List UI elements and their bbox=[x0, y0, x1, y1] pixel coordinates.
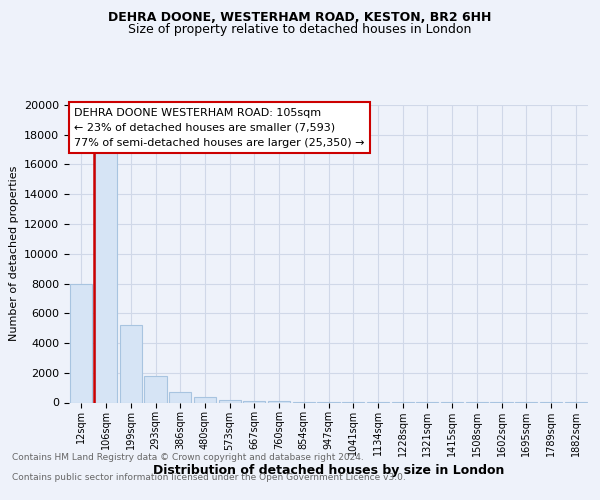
Bar bbox=[243, 400, 265, 402]
Bar bbox=[268, 401, 290, 402]
Bar bbox=[218, 400, 241, 402]
Bar bbox=[145, 376, 167, 402]
Text: Contains public sector information licensed under the Open Government Licence v3: Contains public sector information licen… bbox=[12, 472, 406, 482]
Bar bbox=[169, 392, 191, 402]
Text: DEHRA DOONE WESTERHAM ROAD: 105sqm
← 23% of detached houses are smaller (7,593)
: DEHRA DOONE WESTERHAM ROAD: 105sqm ← 23%… bbox=[74, 108, 365, 148]
X-axis label: Distribution of detached houses by size in London: Distribution of detached houses by size … bbox=[153, 464, 504, 477]
Text: DEHRA DOONE, WESTERHAM ROAD, KESTON, BR2 6HH: DEHRA DOONE, WESTERHAM ROAD, KESTON, BR2… bbox=[109, 11, 491, 24]
Bar bbox=[194, 398, 216, 402]
Bar bbox=[119, 325, 142, 402]
Text: Contains HM Land Registry data © Crown copyright and database right 2024.: Contains HM Land Registry data © Crown c… bbox=[12, 452, 364, 462]
Text: Size of property relative to detached houses in London: Size of property relative to detached ho… bbox=[128, 22, 472, 36]
Bar bbox=[70, 284, 92, 403]
Y-axis label: Number of detached properties: Number of detached properties bbox=[8, 166, 19, 342]
Bar bbox=[95, 112, 117, 403]
